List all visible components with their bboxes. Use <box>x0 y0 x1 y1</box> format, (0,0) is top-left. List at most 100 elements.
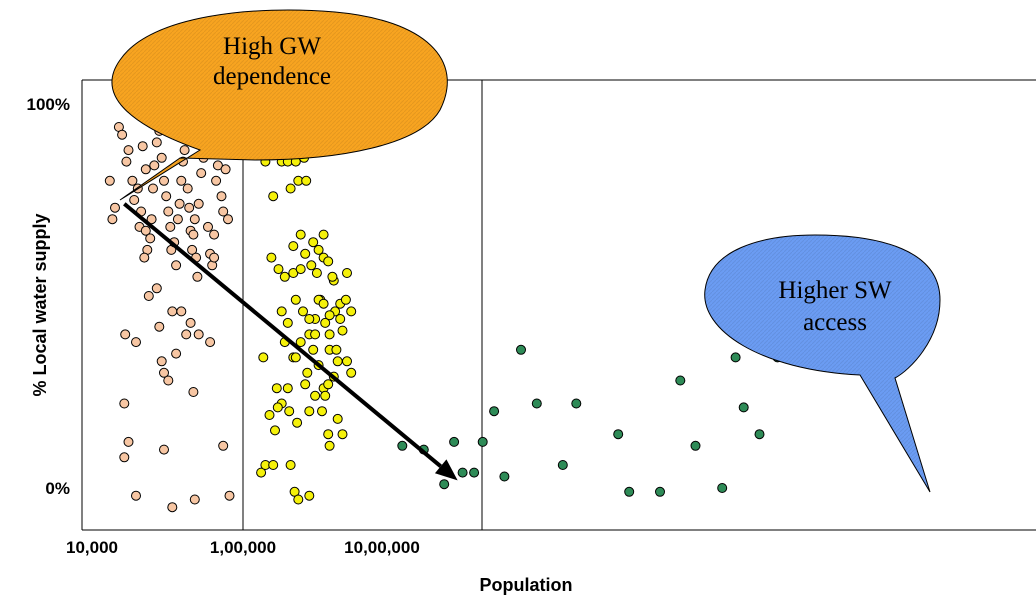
data-point <box>624 486 635 497</box>
data-point <box>304 490 315 501</box>
data-point <box>308 237 319 248</box>
data-point <box>449 436 460 447</box>
data-point <box>531 398 542 409</box>
data-point <box>282 383 293 394</box>
data-point <box>205 337 216 348</box>
data-point <box>302 367 313 378</box>
data-point <box>121 156 132 167</box>
data-point <box>151 283 162 294</box>
callout-high-gw: High GW dependence <box>111 9 448 201</box>
data-point <box>323 256 334 267</box>
data-point <box>224 490 235 501</box>
data-point <box>300 379 311 390</box>
data-point <box>203 221 213 232</box>
data-point <box>145 233 156 244</box>
data-point <box>285 183 296 194</box>
data-point <box>457 467 468 478</box>
y-tick-label: 100% <box>27 95 70 114</box>
data-point <box>311 268 322 278</box>
data-point <box>293 494 304 505</box>
callout-texture-high-gw <box>111 9 448 200</box>
data-point <box>306 260 317 271</box>
data-point <box>342 268 352 278</box>
data-point <box>216 191 227 202</box>
data-point <box>730 352 741 363</box>
data-point <box>187 244 198 255</box>
data-point <box>188 229 199 240</box>
data-point <box>181 329 192 340</box>
data-point <box>107 214 118 225</box>
data-point <box>189 494 200 505</box>
data-point <box>156 356 167 367</box>
data-point <box>738 402 749 413</box>
data-point <box>184 202 195 213</box>
data-point <box>346 367 357 378</box>
data-point <box>279 271 290 282</box>
data-point <box>477 436 488 447</box>
data-point <box>337 429 348 440</box>
data-point <box>331 344 342 355</box>
y-axis-title: % Local water supply <box>30 213 50 396</box>
data-point <box>295 264 306 275</box>
data-point <box>308 344 319 355</box>
data-point <box>313 244 324 255</box>
data-point <box>159 367 169 378</box>
data-point <box>159 175 169 186</box>
data-point <box>304 406 315 417</box>
data-point <box>258 352 269 363</box>
data-point <box>295 337 306 348</box>
data-point <box>690 440 701 451</box>
data-point <box>276 306 287 317</box>
data-point <box>163 206 174 217</box>
data-point <box>292 417 303 428</box>
data-point <box>613 429 624 440</box>
data-point <box>131 490 141 501</box>
data-point <box>156 152 167 163</box>
data-point <box>151 137 162 148</box>
data-point <box>295 229 306 240</box>
data-point <box>256 467 267 478</box>
data-point <box>323 429 334 440</box>
data-point <box>439 479 450 490</box>
data-point <box>171 260 182 271</box>
data-point <box>209 252 220 263</box>
data-point <box>218 440 229 451</box>
data-point <box>284 406 295 417</box>
data-point <box>337 325 348 336</box>
data-point <box>273 264 284 275</box>
data-point <box>318 298 329 309</box>
data-point <box>323 379 334 390</box>
data-point <box>324 440 335 451</box>
data-point <box>129 195 140 205</box>
data-point <box>171 348 182 359</box>
x-tick-label: 1,00,000 <box>210 538 276 557</box>
data-point <box>196 168 207 179</box>
data-point <box>271 383 282 394</box>
data-point <box>192 271 203 282</box>
data-point <box>318 229 329 240</box>
data-point <box>119 452 130 463</box>
data-point <box>182 183 193 194</box>
data-point <box>193 329 204 340</box>
data-point <box>176 175 187 186</box>
callout-higher-sw-line2: access <box>803 309 867 336</box>
data-point <box>212 160 223 171</box>
data-point <box>272 402 283 413</box>
data-point <box>110 202 120 213</box>
x-axis-title: Population <box>480 575 573 595</box>
data-point <box>304 314 315 324</box>
data-point <box>346 306 357 317</box>
data-point <box>301 175 312 186</box>
data-point <box>342 356 352 367</box>
data-point <box>285 460 296 470</box>
data-point <box>571 398 582 409</box>
data-point <box>310 329 321 340</box>
data-point <box>159 444 169 455</box>
data-point <box>148 183 158 194</box>
data-point <box>119 398 130 409</box>
data-point <box>335 314 346 324</box>
callout-high-gw-line2: dependence <box>213 63 331 90</box>
data-point <box>340 294 351 305</box>
data-point <box>290 294 301 305</box>
